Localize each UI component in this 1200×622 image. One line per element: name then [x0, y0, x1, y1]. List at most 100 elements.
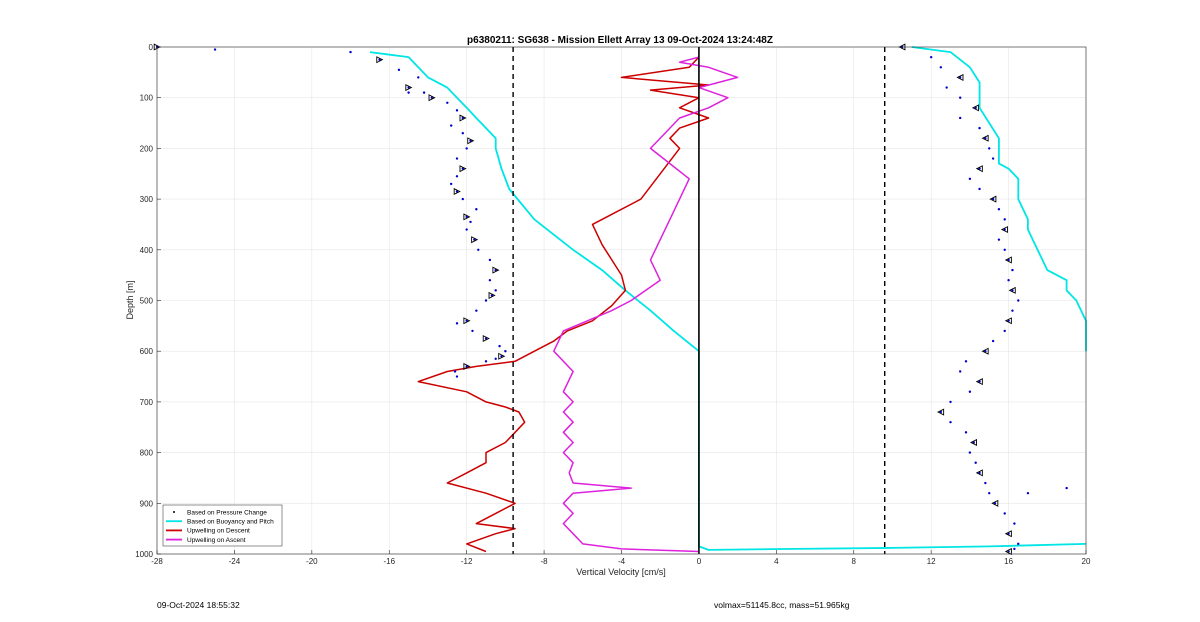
- ascent-triangle-marker: [975, 469, 983, 477]
- axes-ticks: -28 -24 -20 -16 -12 -8 -4 0 4 8 12 16 20010020030040…: [135, 43, 1091, 566]
- pressure-change-descent-point: [453, 370, 457, 373]
- y-tick-label: 700: [140, 398, 154, 407]
- pressure-change-ascent-point: [958, 370, 962, 373]
- pressure-change-ascent-point: [997, 208, 1001, 211]
- pressure-change-ascent-point: [1003, 512, 1006, 515]
- legend-marker: [173, 511, 175, 513]
- pressure-change-descent-point: [475, 309, 478, 312]
- x-tick-label: 8: [852, 557, 857, 566]
- descent-triangle-marker: [498, 352, 506, 360]
- ascent-triangle-marker: [1004, 530, 1012, 538]
- pressure-change-descent-point: [422, 91, 426, 94]
- ascent-triangle-marker: [981, 134, 989, 142]
- legend-label: Based on Pressure Change: [187, 509, 267, 516]
- ascent-triangle-marker: [981, 347, 989, 355]
- pressure-change-ascent-point: [1017, 542, 1020, 546]
- x-tick-label: -12: [461, 557, 473, 566]
- y-tick-label: 1000: [135, 550, 153, 559]
- pressure-change-ascent-point: [991, 157, 995, 160]
- pressure-change-descent-point: [469, 220, 472, 224]
- pressure-change-descent-point: [455, 322, 459, 325]
- data-layer: [153, 43, 1087, 555]
- pressure-change-ascent-point: [1013, 522, 1016, 525]
- legend: Based on Pressure Change Based on Buoyanc…: [162, 504, 283, 547]
- x-tick-label: 20: [1082, 557, 1091, 566]
- ascent-triangle-marker: [975, 165, 983, 173]
- pressure-change-ascent-point: [929, 55, 933, 59]
- descent-triangle-marker: [376, 56, 384, 64]
- x-tick-label: -20: [306, 557, 318, 566]
- pressure-change-ascent-point: [1003, 329, 1006, 333]
- descent-triangle-marker: [463, 317, 471, 325]
- descent-triangle-marker: [467, 137, 475, 145]
- descent-triangle-marker: [482, 334, 490, 343]
- pressure-change-ascent-point: [958, 96, 962, 99]
- pressure-change-descent-point: [475, 208, 478, 211]
- descent-triangle-marker: [471, 236, 479, 244]
- pressure-change-ascent-point: [964, 431, 968, 434]
- y-tick-label: 0: [149, 43, 154, 52]
- y-tick-label: 100: [140, 94, 154, 103]
- descent-triangle-marker: [459, 165, 467, 173]
- pressure-change-descent-point: [471, 329, 474, 333]
- x-tick-label: -28: [151, 557, 163, 566]
- pressure-change-descent-point: [504, 350, 507, 353]
- pressure-change-ascent-point: [1065, 486, 1068, 490]
- pressure-change-descent-point: [484, 360, 488, 363]
- pressure-change-ascent-point: [978, 187, 981, 191]
- pressure-change-ascent-point: [939, 66, 943, 69]
- ascent-triangle-marker: [937, 408, 945, 416]
- y-tick-label: 900: [140, 499, 154, 508]
- pressure-change-ascent-point: [968, 451, 972, 454]
- descent-triangle-marker: [463, 362, 471, 370]
- pressure-change-ascent-point: [949, 420, 952, 424]
- pressure-change-descent-point: [213, 48, 217, 51]
- y-tick-label: 500: [140, 297, 154, 306]
- pressure-change-ascent-point: [1007, 279, 1010, 282]
- x-tick-label: -24: [229, 557, 241, 566]
- ascent-triangle-marker: [975, 378, 983, 386]
- pressure-change-ascent-point: [988, 491, 991, 495]
- ascent-triangle-marker: [969, 438, 977, 446]
- pressure-change-ascent-point: [997, 238, 1001, 241]
- pressure-change-descent-point: [484, 299, 488, 302]
- legend-label: Upwelling on Ascent: [187, 537, 246, 544]
- x-tick-label: -4: [618, 557, 626, 566]
- pressure-change-descent-point: [397, 68, 401, 72]
- ascent-triangle-marker: [989, 195, 997, 203]
- pressure-change-ascent-point: [984, 481, 987, 485]
- pressure-change-ascent-point: [945, 86, 948, 89]
- pressure-change-descent-point: [461, 131, 464, 135]
- pressure-change-ascent-point: [1011, 309, 1014, 312]
- pressure-change-descent-point: [455, 157, 459, 160]
- x-tick-label: 16: [1004, 557, 1013, 566]
- pressure-change-ascent-point: [1003, 248, 1006, 251]
- pressure-change-ascent-point: [974, 461, 977, 464]
- pressure-change-descent-point: [498, 344, 501, 348]
- pressure-change-ascent-point: [988, 147, 991, 150]
- pressure-change-ascent-point: [1011, 268, 1014, 272]
- pressure-change-ascent-point: [978, 126, 981, 130]
- descent-triangle-marker: [405, 84, 413, 92]
- pressure-change-descent-point: [449, 124, 453, 127]
- pressure-change-descent-point: [455, 175, 459, 178]
- pressure-change-ascent-point: [949, 400, 952, 404]
- footer-mass-info: volmax=51145.8cc, mass=51.965kg: [714, 600, 850, 610]
- pressure-change-descent-point: [494, 357, 497, 361]
- pressure-change-descent-point: [465, 228, 468, 231]
- pressure-change-ascent-point: [968, 390, 972, 393]
- x-axis-label: Vertical Velocity [cm/s]: [576, 567, 666, 577]
- pressure-change-descent-point: [465, 147, 468, 150]
- footer-timestamp: 09-Oct-2024 18:55:32: [157, 600, 240, 610]
- x-tick-label: -8: [541, 557, 549, 566]
- ascent-triangle-marker: [971, 104, 979, 112]
- y-tick-label: 200: [140, 144, 154, 153]
- pressure-change-ascent-point: [958, 116, 962, 120]
- ascent-triangle-marker: [991, 499, 999, 507]
- descent-triangle-marker: [492, 266, 500, 274]
- y-tick-label: 400: [140, 246, 154, 255]
- pressure-change-descent-point: [488, 258, 492, 262]
- descent-triangle-marker: [488, 291, 496, 299]
- x-tick-label: 4: [774, 557, 779, 566]
